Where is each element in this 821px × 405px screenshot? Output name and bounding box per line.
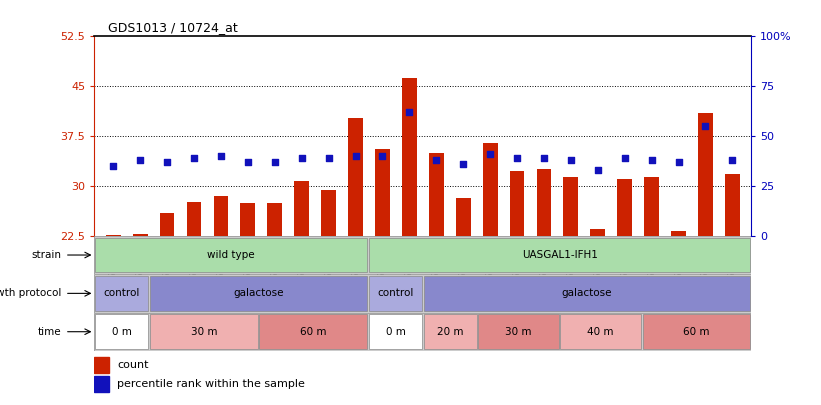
- Point: [429, 157, 443, 163]
- Text: count: count: [117, 360, 149, 370]
- Point: [699, 123, 712, 130]
- Text: wild type: wild type: [208, 250, 255, 260]
- Text: control: control: [103, 288, 140, 298]
- Bar: [725, 174, 740, 236]
- Point: [268, 159, 282, 165]
- Bar: [617, 179, 632, 236]
- Text: galactose: galactose: [233, 288, 284, 298]
- Bar: [95, 314, 149, 349]
- Bar: [186, 202, 201, 236]
- Point: [564, 157, 577, 163]
- Point: [726, 157, 739, 163]
- Text: 60 m: 60 m: [300, 327, 327, 337]
- Text: 60 m: 60 m: [683, 327, 709, 337]
- Bar: [95, 238, 367, 272]
- Bar: [369, 238, 750, 272]
- Bar: [294, 181, 309, 236]
- Bar: [94, 376, 109, 392]
- Bar: [241, 202, 255, 236]
- Bar: [213, 196, 228, 236]
- Bar: [402, 78, 417, 236]
- Bar: [150, 276, 367, 311]
- Bar: [424, 314, 477, 349]
- Text: 30 m: 30 m: [506, 327, 532, 337]
- Point: [511, 155, 524, 161]
- Text: growth protocol: growth protocol: [0, 288, 62, 298]
- Point: [214, 153, 227, 159]
- Point: [134, 157, 147, 163]
- Bar: [644, 177, 659, 236]
- Bar: [510, 171, 525, 236]
- Point: [645, 157, 658, 163]
- Text: time: time: [38, 327, 62, 337]
- Bar: [106, 234, 121, 236]
- Bar: [563, 177, 578, 236]
- Point: [484, 151, 497, 157]
- Bar: [537, 169, 552, 236]
- Point: [618, 155, 631, 161]
- Text: 0 m: 0 m: [386, 327, 406, 337]
- Bar: [643, 314, 750, 349]
- Bar: [94, 357, 109, 373]
- Bar: [259, 314, 367, 349]
- Bar: [268, 202, 282, 236]
- Bar: [456, 198, 470, 236]
- Bar: [375, 149, 390, 236]
- Point: [241, 159, 255, 165]
- Bar: [590, 229, 605, 236]
- Bar: [479, 314, 559, 349]
- Bar: [483, 143, 498, 236]
- Point: [349, 153, 362, 159]
- Point: [403, 109, 416, 115]
- Point: [161, 159, 174, 165]
- Bar: [561, 314, 641, 349]
- Point: [538, 155, 551, 161]
- Text: 30 m: 30 m: [190, 327, 217, 337]
- Bar: [348, 118, 363, 236]
- Point: [591, 167, 604, 173]
- Point: [456, 161, 470, 167]
- Text: control: control: [378, 288, 414, 298]
- Text: 0 m: 0 m: [112, 327, 131, 337]
- Bar: [369, 314, 422, 349]
- Bar: [429, 153, 443, 236]
- Bar: [133, 234, 148, 236]
- Bar: [321, 190, 336, 236]
- Point: [376, 153, 389, 159]
- Bar: [698, 113, 713, 236]
- Text: galactose: galactose: [562, 288, 612, 298]
- Bar: [95, 276, 149, 311]
- Bar: [160, 213, 175, 236]
- Point: [107, 163, 120, 169]
- Bar: [671, 231, 686, 236]
- Text: 40 m: 40 m: [588, 327, 614, 337]
- Bar: [424, 276, 750, 311]
- Text: UASGAL1-IFH1: UASGAL1-IFH1: [521, 250, 598, 260]
- Text: 20 m: 20 m: [437, 327, 463, 337]
- Text: percentile rank within the sample: percentile rank within the sample: [117, 379, 305, 389]
- Text: GDS1013 / 10724_at: GDS1013 / 10724_at: [108, 21, 237, 34]
- Point: [295, 155, 308, 161]
- Bar: [150, 314, 258, 349]
- Point: [672, 159, 685, 165]
- Text: strain: strain: [31, 250, 62, 260]
- Bar: [369, 276, 422, 311]
- Point: [322, 155, 335, 161]
- Point: [187, 155, 200, 161]
